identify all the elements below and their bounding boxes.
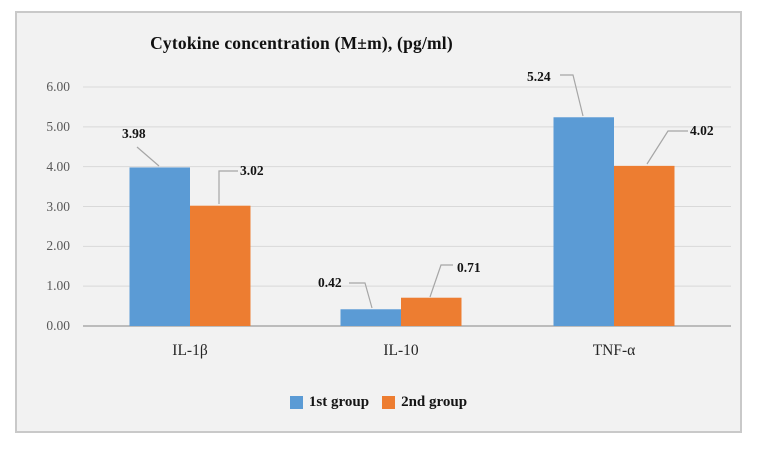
bar-1st-group-IL-10 [340, 309, 401, 326]
category-label: TNF-α [592, 342, 636, 359]
category-label: IL-10 [383, 342, 419, 359]
legend-swatch [382, 396, 396, 409]
y-tick-label: 3.00 [46, 198, 70, 214]
legend-swatch [289, 396, 303, 409]
bar-1st-group-TNF-α [553, 117, 614, 326]
data-label: 4.02 [690, 123, 714, 138]
chart-title: Cytokine concentration (M±m), (pg/ml) [150, 33, 453, 53]
leader-line [136, 146, 160, 167]
y-tick-label: 5.00 [46, 118, 70, 134]
data-label: 0.42 [318, 275, 342, 290]
bar-2nd-group-IL-10 [401, 297, 462, 326]
bar-2nd-group-TNF-α [614, 165, 675, 326]
legend-label: 1st group [308, 394, 370, 410]
data-label: 3.98 [122, 126, 146, 141]
data-label: 3.02 [240, 163, 264, 178]
legend-label: 2nd group [401, 394, 468, 410]
bar-1st-group-IL-1β [129, 167, 190, 326]
leader-line [218, 170, 238, 204]
category-label: IL-1β [172, 342, 208, 359]
legend-item: 1st group [289, 394, 370, 411]
y-tick-label: 1.00 [46, 278, 70, 294]
legend-item: 2nd group [382, 394, 467, 411]
y-tick-label: 6.00 [46, 79, 70, 94]
leader-line [349, 282, 373, 309]
leader-line [560, 74, 584, 117]
leader-line [646, 130, 688, 165]
y-tick-label: 2.00 [46, 238, 70, 254]
leader-line [429, 264, 453, 298]
y-tick-label: 4.00 [46, 158, 70, 174]
y-tick-label: 0.00 [46, 318, 70, 333]
legend: 1st group 2nd group [15, 394, 742, 411]
data-label: 5.24 [527, 69, 551, 84]
data-label: 0.71 [457, 260, 481, 275]
bar-2nd-group-IL-1β [190, 205, 251, 326]
